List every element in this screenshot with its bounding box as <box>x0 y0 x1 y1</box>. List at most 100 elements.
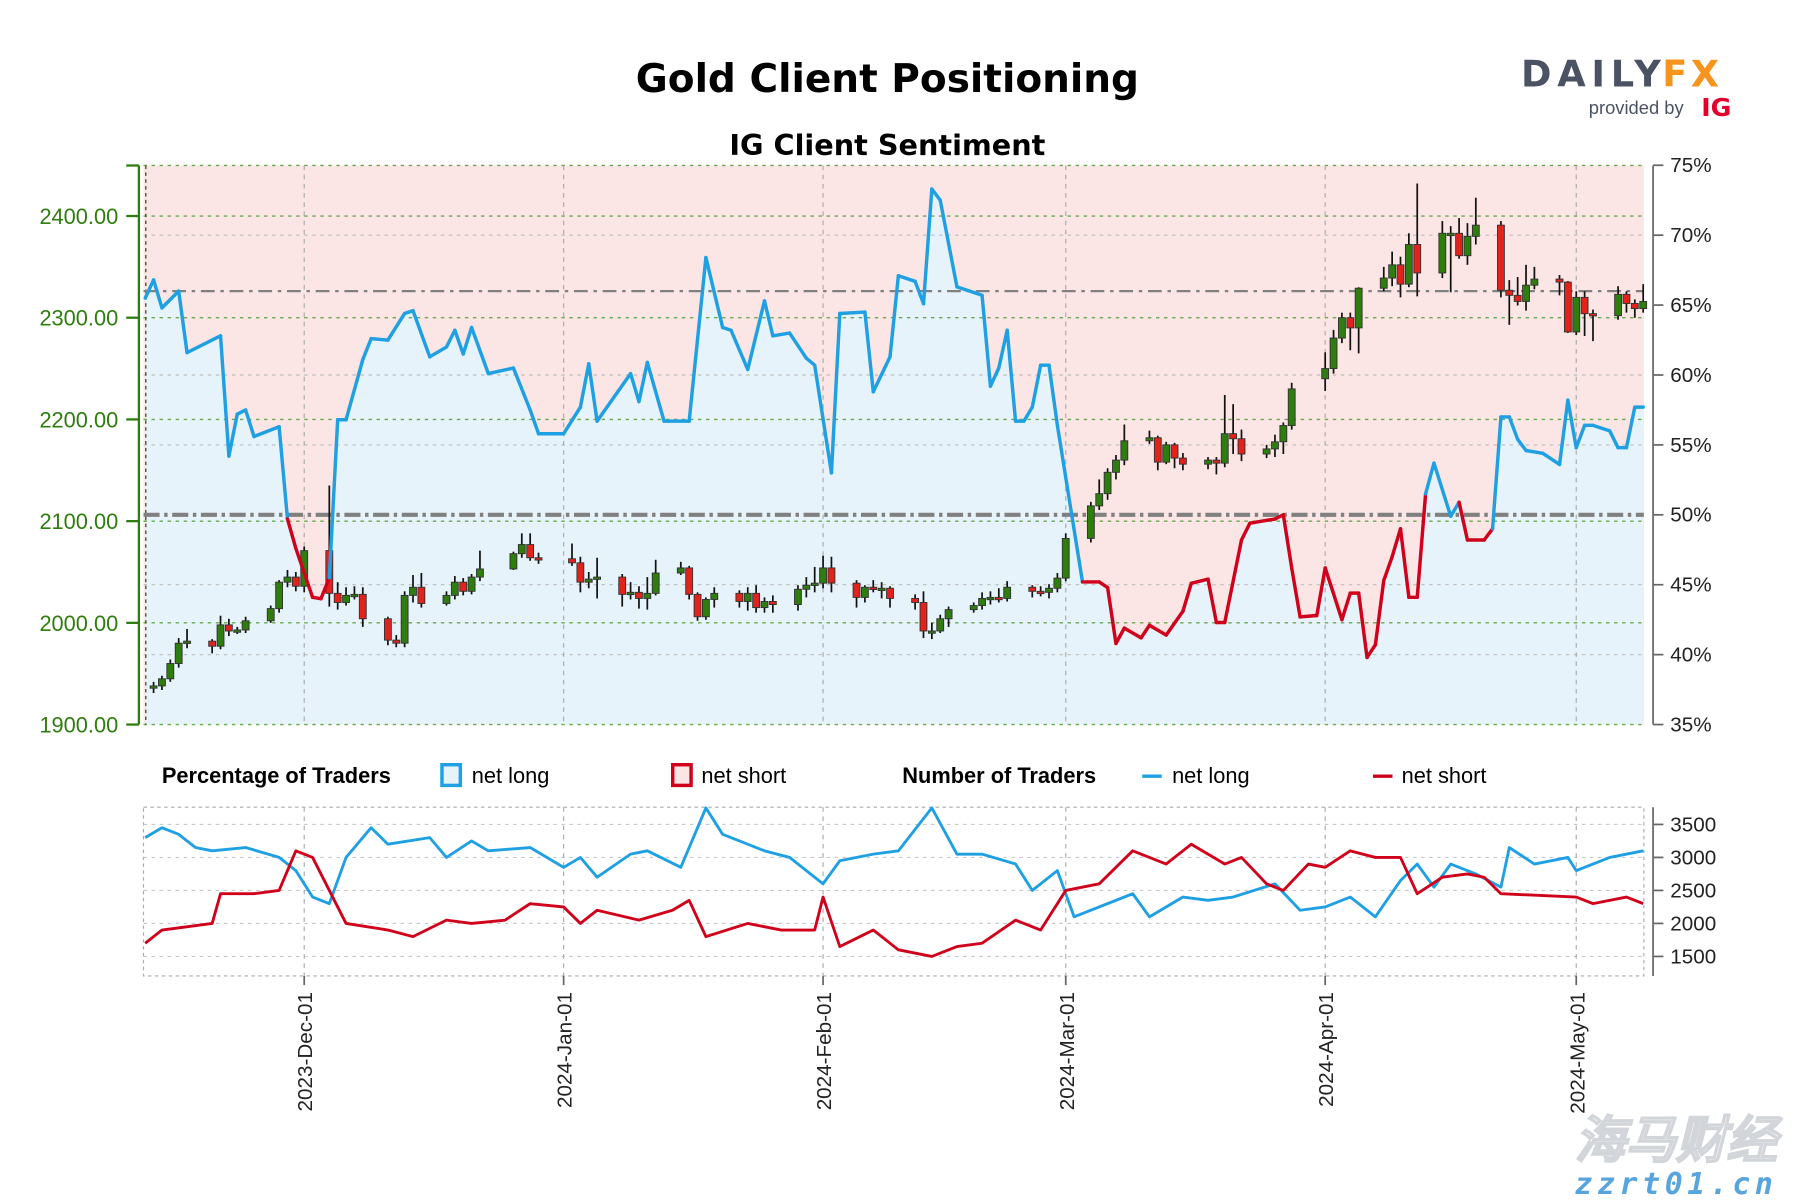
net-long-pct-segment <box>896 274 917 284</box>
net-short-count-line <box>144 842 1644 958</box>
candle <box>944 606 953 627</box>
net-long-pct-segment <box>218 334 231 458</box>
bull-candle-body <box>1614 293 1622 317</box>
candle <box>1179 452 1187 471</box>
bull-candle-body <box>241 620 250 631</box>
count-tick-label: 2500 <box>1670 879 1716 902</box>
net-long-pct-segment <box>871 355 892 394</box>
logo-ig: IG <box>1701 93 1731 122</box>
bull-candle-body <box>158 678 166 687</box>
bull-candle-body <box>810 582 819 586</box>
candle <box>1622 291 1631 313</box>
bull-candle-body <box>1471 224 1480 237</box>
candle <box>1505 280 1514 325</box>
bull-candle-body <box>275 581 284 610</box>
net-long-pct-segment <box>486 366 516 376</box>
net-long-count-line <box>144 806 1644 919</box>
bear-candle-body <box>1212 459 1221 464</box>
candle <box>1120 424 1129 466</box>
price-tick-label: 2400.00 <box>39 204 118 229</box>
candle <box>417 573 426 608</box>
bull-candle-body <box>626 591 635 596</box>
candle <box>1220 395 1229 468</box>
net-long-pct-segment <box>461 325 474 356</box>
candle <box>459 578 468 596</box>
net-short-pct-segment <box>1356 591 1369 660</box>
bull-candle-body <box>1530 278 1539 286</box>
bear-candle-body <box>919 602 928 632</box>
candle <box>409 575 417 603</box>
candle <box>517 533 526 558</box>
net-long-pct-segment <box>1557 398 1570 467</box>
watermark: 海马财经 zzrt01.cn <box>1574 1109 1783 1200</box>
candle <box>1396 256 1405 298</box>
net-long-pct-segment <box>812 363 834 475</box>
bear-candle-body <box>358 593 367 620</box>
traders-count-plot: 1500 2000 2500 3000 3500 <box>142 806 1716 977</box>
candle <box>1204 457 1212 470</box>
date-tick-label: 2024-Feb-01 <box>813 992 836 1110</box>
net-long-pct-segment <box>1624 405 1637 450</box>
net-long-pct-segment <box>1490 415 1503 531</box>
bull-candle-body <box>183 640 191 644</box>
bear-candle-body <box>1580 296 1589 315</box>
net-short-pct-segment <box>1114 626 1127 646</box>
net-long-pct-segment <box>997 328 1009 370</box>
bull-candle-body <box>877 587 886 592</box>
candle <box>1388 251 1397 287</box>
candle <box>1555 274 1564 296</box>
candle <box>166 659 175 682</box>
net-short-pct-segment <box>1382 555 1394 583</box>
bear-candle-body <box>1455 232 1463 257</box>
bull-candle-body <box>283 576 292 583</box>
net-long-pct-segment <box>327 418 340 580</box>
bear-candle-body <box>1237 438 1246 455</box>
bull-candle-body <box>1438 232 1447 274</box>
bull-candle-body <box>1338 317 1346 339</box>
net-long-pct-segment <box>587 362 599 423</box>
net-long-pct-segment <box>1574 423 1587 450</box>
pct-tick-label: 75% <box>1670 154 1711 177</box>
candle <box>1530 266 1539 290</box>
bull-candle-body <box>710 592 719 600</box>
candle <box>927 622 936 640</box>
net-long-pct-segment <box>243 408 256 439</box>
bear-candle-body <box>392 639 401 644</box>
price-tick-label: 2100.00 <box>39 509 118 534</box>
net-short-pct-segment <box>1482 527 1495 542</box>
bull-candle-body <box>676 567 685 574</box>
bear-candle-body <box>693 593 702 618</box>
candle <box>1614 286 1622 320</box>
candle <box>1103 468 1112 500</box>
count-tick-label: 3000 <box>1670 846 1716 869</box>
candle <box>1346 312 1355 351</box>
net-long-pct-segment <box>386 311 407 342</box>
pct-tick-label: 55% <box>1670 434 1711 457</box>
candle <box>676 561 685 576</box>
net-long-pct-segment <box>185 334 223 355</box>
bull-candle-body <box>1321 368 1330 380</box>
candle <box>1455 218 1463 259</box>
net-long-pct-segment <box>955 285 984 298</box>
net-long-pct-segment <box>1524 448 1545 456</box>
legend-pct-title: Percentage of Traders <box>162 763 391 788</box>
bull-candle-body <box>517 544 526 555</box>
net-short-pct-segment <box>1289 566 1302 619</box>
candle <box>241 616 250 634</box>
net-long-pct-segment <box>687 255 708 423</box>
bear-candle-body <box>534 557 543 561</box>
bull-candle-body <box>1204 459 1212 465</box>
net-long-pct-segment <box>1030 363 1043 409</box>
net-short-pct-segment <box>319 576 332 601</box>
candle <box>936 614 945 634</box>
net-long-pct-segment <box>1055 423 1085 584</box>
pct-tick-label: 35% <box>1670 713 1711 736</box>
candle <box>643 577 652 610</box>
date-tick-label: 2024-Mar-01 <box>1056 992 1079 1110</box>
candle <box>400 591 409 648</box>
candle <box>1338 312 1346 344</box>
count-tick-label: 3500 <box>1670 813 1716 836</box>
net-short-pct-segment <box>1206 577 1219 625</box>
bear-candle-body <box>852 582 861 598</box>
bull-candle-body <box>1045 587 1053 593</box>
